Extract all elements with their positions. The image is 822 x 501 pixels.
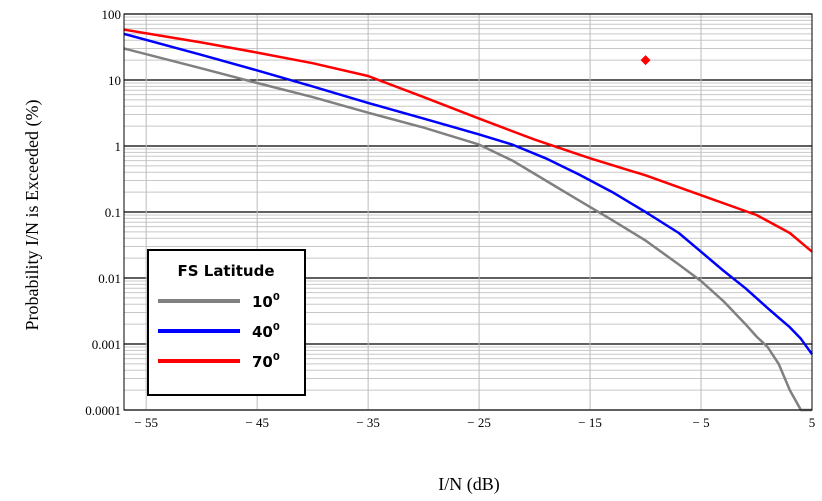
x-tick-label: − 45 — [245, 415, 269, 430]
y-axis-label: Probability I/N is Exceeded (%) — [22, 100, 43, 331]
y-tick-labels: 0.0001 0.001 0.01 0.1 1 10 100 — [85, 7, 121, 418]
y-tick-label: 10 — [108, 73, 121, 88]
y-tick-label: 100 — [102, 7, 122, 22]
x-axis-label: I/N (dB) — [438, 474, 500, 495]
y-tick-label: 0.01 — [98, 271, 121, 286]
legend-label-superscript: 0 — [273, 322, 280, 333]
series-line-40 — [123, 32, 814, 355]
plot-frame — [123, 13, 813, 411]
legend-label-superscript: 0 — [273, 292, 280, 303]
x-tick-label: 5 — [809, 415, 816, 430]
y-tick-label: 0.1 — [105, 205, 121, 220]
point-markers — [640, 55, 651, 66]
x-tick-label: − 15 — [578, 415, 602, 430]
x-tick-label: − 25 — [467, 415, 491, 430]
legend-label-superscript: 0 — [273, 352, 280, 363]
diamond-marker — [640, 55, 651, 66]
x-tick-label: − 5 — [692, 415, 709, 430]
y-tick-label: 1 — [115, 139, 122, 154]
series-line-70 — [123, 28, 813, 253]
x-tick-label: − 55 — [134, 415, 158, 430]
legend-box — [147, 249, 306, 396]
x-tick-label: − 35 — [356, 415, 380, 430]
legend-title: FS Latitude — [177, 262, 274, 280]
series-line-10 — [123, 47, 812, 412]
y-tick-label: 0.0001 — [85, 403, 121, 418]
series-lines — [123, 28, 814, 412]
y-tick-label: 0.001 — [92, 337, 121, 352]
